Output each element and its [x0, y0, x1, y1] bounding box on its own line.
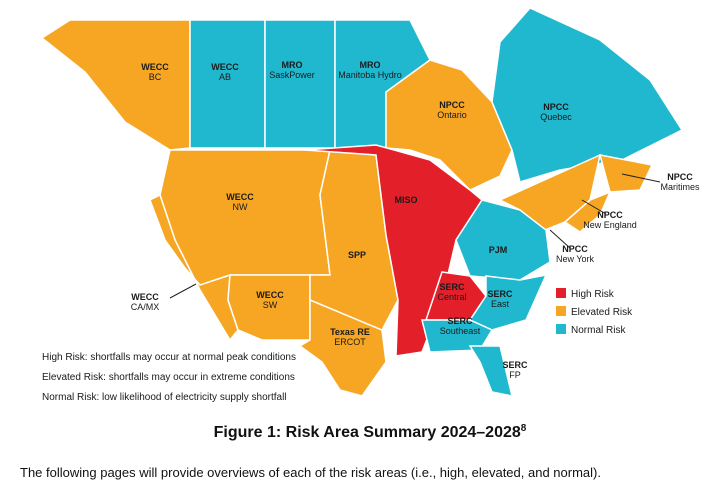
region-name: WECC	[226, 192, 254, 202]
leader-line	[549, 229, 571, 249]
region	[298, 298, 387, 397]
region-name: WECC	[256, 290, 284, 300]
region-name: MRO	[360, 60, 381, 70]
region-name: PJM	[489, 245, 508, 255]
region-name: NPCC	[562, 244, 588, 254]
legend-label: High Risk	[571, 289, 615, 300]
region-sublabel: SW	[263, 300, 278, 310]
legend-swatch	[556, 306, 566, 316]
map	[40, 7, 684, 397]
region-name: SERC	[502, 360, 528, 370]
region-name: MISO	[394, 195, 417, 205]
region-sublabel: CA/MX	[131, 302, 160, 312]
region-name: WECC	[211, 62, 239, 72]
leader-line	[621, 173, 661, 183]
region-sublabel: East	[491, 299, 510, 309]
legend-label: Elevated Risk	[571, 307, 633, 318]
note: Normal Risk: low likelihood of electrici…	[42, 392, 287, 403]
region-sublabel: Manitoba Hydro	[338, 70, 402, 80]
region-name: NPCC	[597, 210, 623, 220]
region-sublabel: New York	[556, 254, 595, 264]
region-sublabel: AB	[219, 72, 231, 82]
region-sublabel: Central	[437, 292, 466, 302]
caption-text: Figure 1: Risk Area Summary 2024–2028	[214, 424, 521, 441]
legend-swatch	[556, 288, 566, 298]
caption-footnote: 8	[521, 423, 527, 434]
region-sublabel: FP	[509, 370, 521, 380]
legend-swatch	[556, 324, 566, 334]
region-name: NPCC	[667, 172, 693, 182]
region	[598, 154, 654, 193]
region-sublabel: New England	[583, 220, 637, 230]
region	[40, 19, 191, 151]
region-name: NPCC	[439, 100, 465, 110]
leader-line	[581, 199, 607, 215]
leader-lines	[169, 173, 661, 299]
region-sublabel: SaskPower	[269, 70, 315, 80]
legend: High Risk Elevated Risk Normal Risk	[556, 288, 633, 336]
region-name: SERC	[487, 289, 513, 299]
region-name: SPP	[348, 250, 366, 260]
caption: Figure 1: Risk Area Summary 2024–20288	[214, 423, 527, 441]
notes: High Risk: shortfalls may occur at norma…	[42, 352, 296, 403]
note: High Risk: shortfalls may occur at norma…	[42, 352, 296, 363]
region-sublabel: BC	[149, 72, 162, 82]
region-name: Texas RE	[330, 327, 370, 337]
region-sublabel: ERCOT	[334, 337, 366, 347]
region-sublabel: NW	[233, 202, 248, 212]
region-name: SERC	[439, 282, 465, 292]
region-name: SERC	[447, 316, 473, 326]
leader-line	[169, 283, 197, 299]
region	[189, 19, 266, 149]
region-name: WECC	[131, 292, 159, 302]
region	[468, 345, 514, 397]
region	[421, 319, 494, 353]
region-name: NPCC	[543, 102, 569, 112]
region-sublabel: Quebec	[540, 112, 572, 122]
region	[491, 7, 684, 183]
region-name: MRO	[282, 60, 303, 70]
region	[455, 199, 551, 281]
body-text: The following pages will provide overvie…	[20, 465, 601, 480]
region	[468, 273, 548, 331]
region-sublabel: Maritimes	[660, 182, 700, 192]
region-sublabel: Ontario	[437, 110, 467, 120]
note: Elevated Risk: shortfalls may occur in e…	[42, 372, 295, 383]
legend-label: Normal Risk	[571, 325, 626, 336]
region-name: WECC	[141, 62, 169, 72]
region	[264, 19, 336, 149]
region-sublabel: Southeast	[440, 326, 481, 336]
